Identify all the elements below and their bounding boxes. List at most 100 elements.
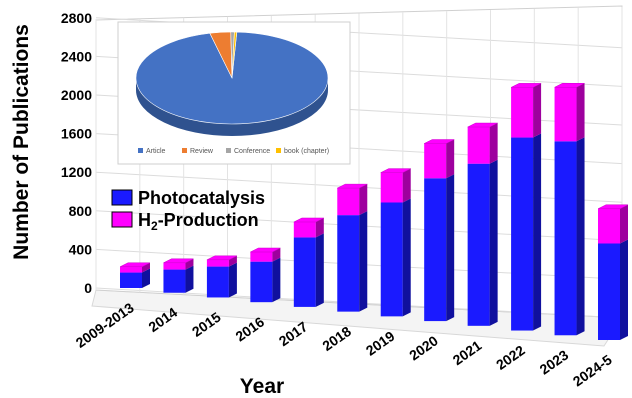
bar-h2-production <box>163 262 186 270</box>
bar-side <box>359 211 368 312</box>
bar-photocatalysis <box>511 137 534 331</box>
bar-top <box>424 139 455 144</box>
bar-top <box>554 83 585 88</box>
bar-side <box>315 233 324 307</box>
bar-top <box>250 247 281 253</box>
bar-h2-production <box>250 252 273 262</box>
bar-side <box>185 258 194 270</box>
bar-top <box>293 217 324 223</box>
bar-side <box>576 137 585 336</box>
pie-legend-swatch <box>276 148 281 153</box>
bar-side <box>402 198 411 317</box>
pie-legend-swatch <box>182 148 187 153</box>
bar-photocatalysis <box>163 269 186 293</box>
bar-h2-production <box>424 143 447 179</box>
bar-photocatalysis <box>554 141 577 336</box>
legend: Photocatalysis H2-Production <box>111 188 265 233</box>
x-tick-label: 2023 <box>537 347 572 378</box>
y-tick-label: 400 <box>69 241 93 257</box>
bar-side <box>228 255 237 267</box>
bar-photocatalysis <box>293 237 316 307</box>
y-tick-label: 1200 <box>61 164 92 180</box>
x-axis-title: Year <box>240 375 284 398</box>
bar-h2-production <box>380 172 403 203</box>
x-tick-label: 2020 <box>406 332 441 363</box>
y-tick-label: 0 <box>84 280 92 296</box>
bar-side <box>359 184 368 216</box>
bar-side <box>576 83 585 142</box>
bar-photocatalysis <box>598 243 620 340</box>
pie-legend-swatch <box>138 148 143 153</box>
legend-h2-prefix: H <box>138 210 151 230</box>
bar-photocatalysis <box>206 266 229 298</box>
inset-pie-chart: Article Review Conference book (chapter) <box>117 21 351 165</box>
bar-h2-production <box>598 208 620 244</box>
bar-side <box>272 248 281 262</box>
bar-side <box>315 217 324 238</box>
legend-h2-sub: 2 <box>151 219 158 233</box>
legend-h2-suffix: -Production <box>158 210 259 230</box>
pie-legend-label: Conference <box>234 148 270 155</box>
pie-legend-swatch <box>226 148 231 153</box>
y-tick-label: 2800 <box>61 10 92 26</box>
pie-slice-book-chapter <box>231 31 238 79</box>
y-tick-label: 2400 <box>61 48 92 64</box>
legend-label-photocatalysis: Photocatalysis <box>138 188 265 208</box>
bar-photocatalysis <box>424 178 447 322</box>
bar-side <box>142 268 150 288</box>
pie-legend: Article Review Conference book (chapter) <box>138 148 329 155</box>
pie-legend-label: Article <box>146 148 166 155</box>
x-tick-label: 2022 <box>493 342 528 373</box>
bar-top <box>510 83 542 88</box>
bar-top <box>206 255 238 261</box>
y-tick-label: 2000 <box>61 87 92 103</box>
bar-side <box>272 257 281 303</box>
bar-side <box>489 159 498 326</box>
bar-top <box>380 168 411 173</box>
pie-legend-label: Review <box>190 148 214 155</box>
bar-photocatalysis <box>337 215 360 312</box>
bar-side <box>446 139 455 179</box>
bar-photocatalysis <box>380 202 403 317</box>
bar-h2-production <box>293 221 316 238</box>
bar-h2-production <box>554 87 577 142</box>
bar-side <box>533 133 542 331</box>
bar-side <box>489 123 498 164</box>
bar-top <box>163 258 194 264</box>
bar-h2-production <box>511 87 534 138</box>
legend-swatch-h2-production <box>111 211 133 228</box>
bar-top <box>597 204 629 210</box>
y-axis-title: Number of Publications <box>10 24 33 260</box>
pie-legend-label: book (chapter) <box>284 148 329 155</box>
legend-label-h2-production: H2-Production <box>138 210 259 233</box>
bar-series <box>119 83 629 340</box>
bar-side <box>185 265 194 293</box>
bar-photocatalysis <box>250 261 273 303</box>
bar-photocatalysis <box>120 272 142 288</box>
y-tick-label: 800 <box>69 203 93 219</box>
bar-top <box>337 183 368 189</box>
bar-h2-production <box>467 127 490 164</box>
x-tick-label: 2021 <box>450 337 485 368</box>
legend-swatch-photocatalysis <box>111 189 133 206</box>
bar-h2-production <box>206 259 229 267</box>
x-tick-label: 2019 <box>363 328 398 359</box>
y-tick-label: 1600 <box>61 126 92 142</box>
bar-top <box>119 262 151 268</box>
bar-side <box>446 174 455 322</box>
bar-photocatalysis <box>467 163 490 326</box>
x-tick-label: 2024-5 <box>570 351 615 389</box>
x-tick-label: 2018 <box>319 323 354 354</box>
bar-side <box>533 83 542 138</box>
bar-h2-production <box>120 266 142 273</box>
bar-side <box>142 262 150 273</box>
bar-side <box>228 262 237 298</box>
bar-side <box>620 204 628 244</box>
y-axis-ticks: 0 400 800 1200 1600 2000 2400 2800 <box>61 10 92 296</box>
bar-side <box>620 239 628 340</box>
bar-h2-production <box>337 188 360 216</box>
pie-slices <box>135 31 329 136</box>
bar-side <box>402 168 411 203</box>
